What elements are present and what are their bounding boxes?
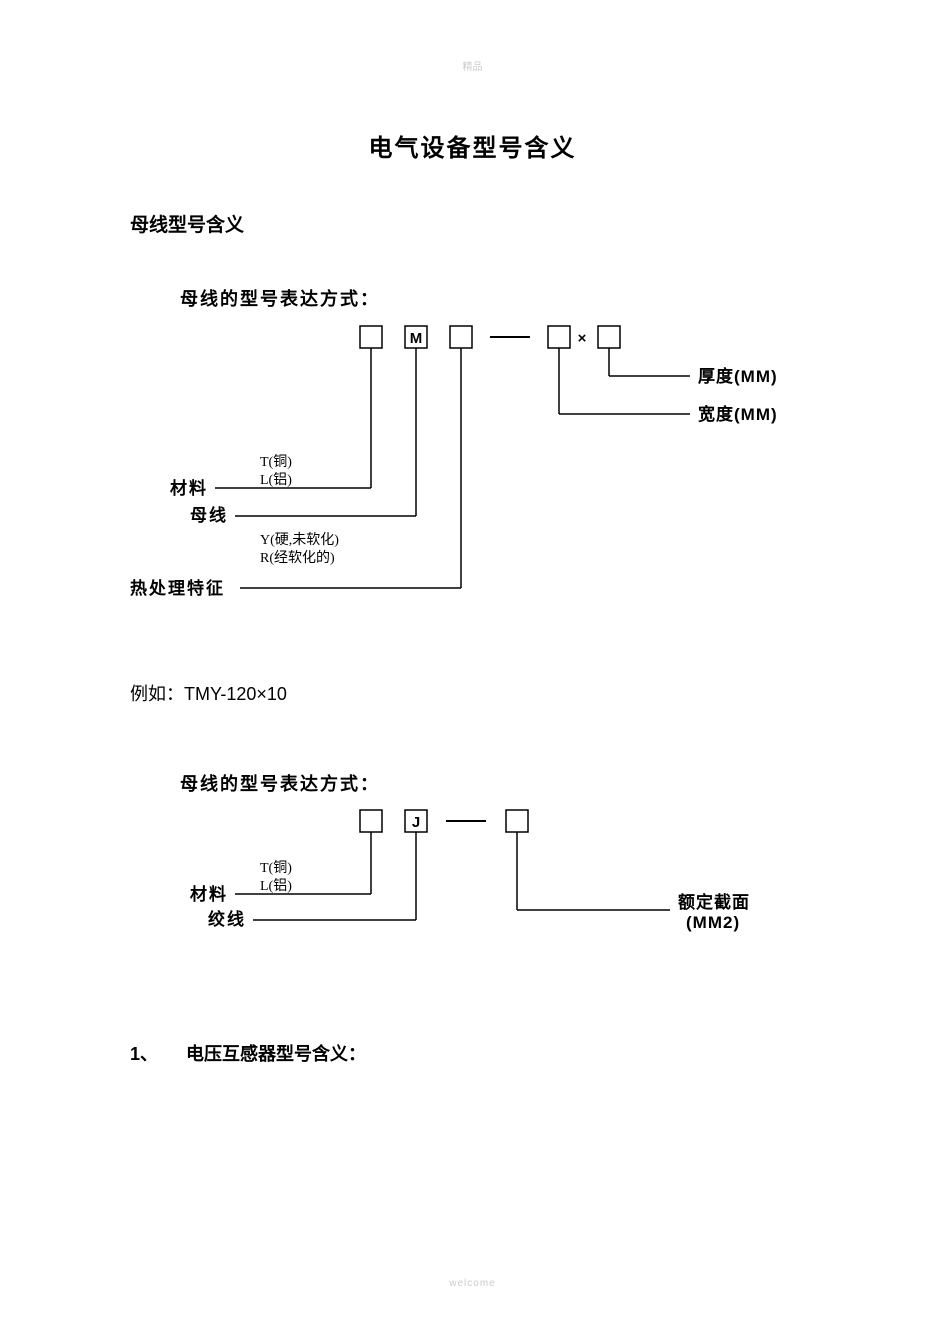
diagram2-rated-label2: (MM2) bbox=[686, 913, 740, 932]
diagram1-heat-opt1: Y(硬,未软化) bbox=[260, 532, 339, 548]
diagram1-box3 bbox=[450, 326, 472, 348]
diagram2-mat-opt1: T(铜) bbox=[260, 860, 292, 876]
diagram2-mat-label: 材料 bbox=[190, 884, 228, 904]
diagram2-mat-opt2: L(铝) bbox=[260, 878, 292, 894]
diagram1-bus-label: 母线 bbox=[190, 505, 228, 525]
section-heading-busbar: 母线型号含义 bbox=[130, 210, 244, 237]
page-title: 电气设备型号含义 bbox=[0, 128, 945, 163]
diagram1-box4 bbox=[548, 326, 570, 348]
watermark-top: 精品 bbox=[0, 58, 945, 73]
diagram1-box5 bbox=[598, 326, 620, 348]
watermark-bottom: welcome bbox=[0, 1278, 945, 1289]
document-page: 精品 welcome 电气设备型号含义 母线型号含义 母线的型号表达方式： M … bbox=[0, 0, 945, 1337]
diagram1-mat-opt1: T(铜) bbox=[260, 454, 292, 470]
diagram2-rated-label1: 额定截面 bbox=[678, 892, 750, 912]
diagram1-mat-label: 材料 bbox=[170, 478, 208, 498]
section2-title: 电压互感器型号含义： bbox=[186, 1044, 366, 1064]
diagram2-svg: J 额定截面 (MM2) T(铜) L(铝) 材料 绞线 bbox=[130, 800, 830, 980]
diagram1-box1 bbox=[360, 326, 382, 348]
diagram1-box-M-label: M bbox=[410, 330, 423, 347]
diagram1-heat-opt2: R(经软化的) bbox=[260, 550, 335, 566]
diagram2-strand-label: 绞线 bbox=[208, 909, 246, 929]
diagram1-multiply: × bbox=[578, 330, 587, 347]
diagram1-heat-label: 热处理特征 bbox=[130, 578, 225, 598]
diagram1-mat-opt2: L(铝) bbox=[260, 472, 292, 488]
diagram1-heading: 母线的型号表达方式： bbox=[180, 285, 380, 311]
diagram2-box1 bbox=[360, 810, 382, 832]
diagram1-svg: M × 厚度(MM) 宽度(MM) T(铜) L(铝) 材料 母线 Y(硬,未软… bbox=[130, 316, 830, 636]
diagram2-box3 bbox=[506, 810, 528, 832]
diagram2-box-J-label: J bbox=[412, 814, 420, 831]
section2-heading: 1、 电压互感器型号含义： bbox=[130, 1040, 366, 1066]
diagram1-thickness-label: 厚度(MM) bbox=[698, 366, 778, 386]
diagram2-heading: 母线的型号表达方式： bbox=[180, 770, 380, 796]
section2-number: 1、 bbox=[130, 1044, 158, 1064]
diagram1-example: 例如：TMY-120×10 bbox=[130, 680, 287, 706]
diagram1-width-label: 宽度(MM) bbox=[698, 404, 778, 424]
